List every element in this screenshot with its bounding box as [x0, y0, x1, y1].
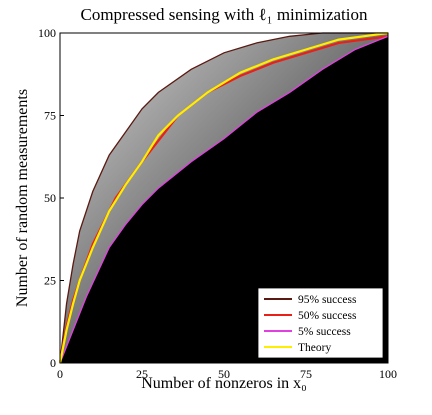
- y-tick-label: 75: [44, 109, 56, 123]
- contour-line: [58, 31, 389, 364]
- x-tick-label: 25: [136, 367, 148, 381]
- y-tick-label: 100: [38, 26, 56, 40]
- y-tick-label: 0: [50, 356, 56, 370]
- contour-line: [59, 35, 389, 364]
- x-tick-label: 0: [57, 367, 63, 381]
- x-tick-label: 75: [300, 367, 312, 381]
- transition-band: [60, 33, 388, 363]
- success-region: [60, 33, 388, 363]
- y-tick-label: 50: [44, 191, 56, 205]
- legend-label: 95% success: [298, 294, 357, 306]
- y-axis-label: Number of random measurements: [14, 89, 31, 307]
- legend-label: Theory: [298, 342, 331, 354]
- x-tick-label: 100: [379, 367, 397, 381]
- x-axis-label: Number of nonzeros in x₀: [141, 375, 307, 392]
- contour-line: [59, 32, 388, 364]
- chart-title: Compressed sensing with ℓ₁ minimization: [81, 5, 368, 24]
- legend-label: 5% success: [298, 326, 351, 338]
- y-tick-label: 25: [44, 274, 56, 288]
- x-tick-label: 50: [218, 367, 230, 381]
- legend-label: 50% success: [298, 310, 357, 322]
